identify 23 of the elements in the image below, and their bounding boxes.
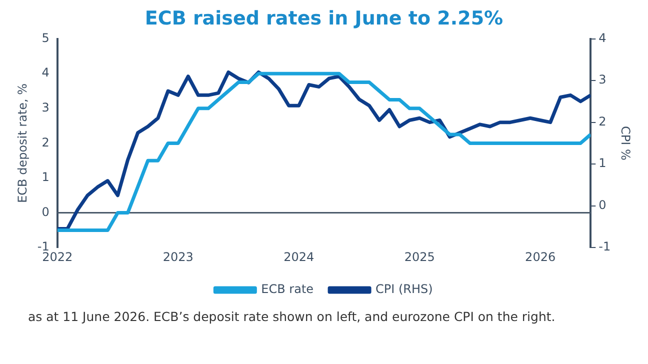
y-tick-label: 4 <box>42 66 50 80</box>
x-tick-label: 2025 <box>404 250 435 264</box>
legend-label: CPI (RHS) <box>376 282 433 296</box>
y-tick-label: 5 <box>42 30 50 45</box>
y-tick-label: 3 <box>42 100 50 115</box>
y2-tick-label: 0 <box>598 198 606 212</box>
chart-title: ECB raised rates in June to 2.25% <box>144 7 504 30</box>
y2-axis-title: CPI % <box>618 126 633 160</box>
legend-label: ECB rate <box>261 282 314 296</box>
x-tick-label: 2026 <box>525 250 556 264</box>
y2-tick-label: 3 <box>598 72 606 87</box>
x-tick-label: 2024 <box>284 250 314 264</box>
y2-tick-label: 1 <box>598 156 606 170</box>
y-tick-label: 0 <box>42 204 50 219</box>
y-tick-label: 2 <box>42 135 50 150</box>
text: as at 11 June 2026. ECB’s deposit rate shown on left, and eurozone CPI on the right. <box>27 308 556 325</box>
x-tick-label: 2023 <box>162 250 194 264</box>
y-axis-title: ECB deposit rate, % <box>15 83 30 203</box>
x-tick-label: 2022 <box>42 250 73 264</box>
y2-tick-label: -1 <box>598 240 611 254</box>
y-tick-label: 1 <box>42 170 50 184</box>
y2-tick-label: 4 <box>598 30 606 45</box>
y2-tick-label: 2 <box>598 114 606 128</box>
